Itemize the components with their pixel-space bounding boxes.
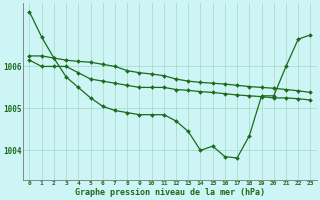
X-axis label: Graphe pression niveau de la mer (hPa): Graphe pression niveau de la mer (hPa): [75, 188, 265, 197]
